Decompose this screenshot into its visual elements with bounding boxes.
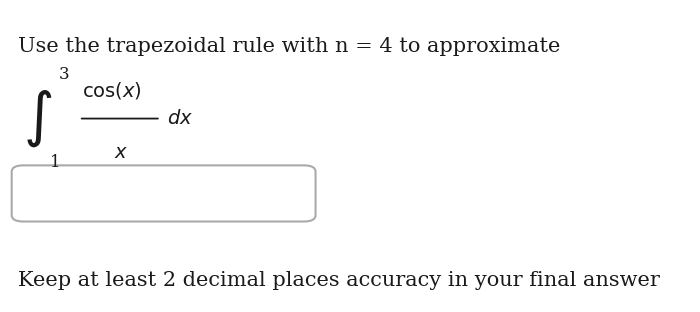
Text: Keep at least 2 decimal places accuracy in your final answer: Keep at least 2 decimal places accuracy … xyxy=(18,271,659,290)
Text: $\mathrm{cos}(x)$: $\mathrm{cos}(x)$ xyxy=(82,80,141,101)
Text: Use the trapezoidal rule with n = 4 to approximate: Use the trapezoidal rule with n = 4 to a… xyxy=(18,37,560,56)
Text: $x$: $x$ xyxy=(114,144,128,162)
Text: 1: 1 xyxy=(50,154,60,171)
Text: 3: 3 xyxy=(58,66,69,83)
Text: $dx$: $dx$ xyxy=(167,109,193,128)
FancyBboxPatch shape xyxy=(12,165,316,222)
Text: $\int$: $\int$ xyxy=(23,88,52,149)
